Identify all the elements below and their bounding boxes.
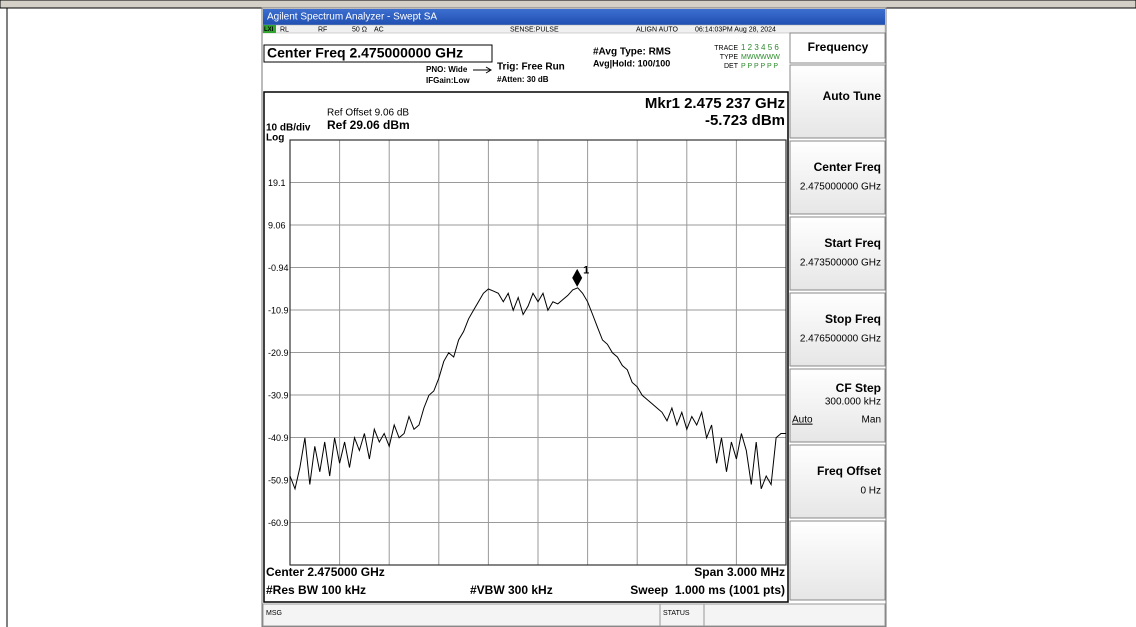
softkey-label: Auto Tune — [823, 89, 882, 103]
softkey-label: Stop Freq — [825, 312, 881, 326]
trace-nums: 1 2 3 4 5 6 — [741, 43, 779, 52]
softkey[interactable] — [789, 292, 886, 367]
type-vals: MWWWWW — [741, 54, 780, 61]
atten: #Atten: 30 dB — [497, 75, 549, 84]
align: ALIGN AUTO — [636, 26, 678, 33]
y-tick-label: -20.9 — [268, 348, 289, 358]
y-tick-label: -60.9 — [268, 518, 289, 528]
rf: RF — [318, 26, 327, 33]
softkey-label: Center Freq — [814, 160, 881, 174]
softkey-menu-title: Frequency — [808, 40, 869, 54]
status: STATUS — [663, 610, 690, 617]
softkey-value: 2.476500000 GHz — [800, 334, 881, 345]
softkey-label: Freq Offset — [817, 464, 881, 478]
y-tick-label: -10.9 — [268, 305, 289, 315]
sense: SENSE:PULSE — [510, 26, 559, 33]
impedance: 50 Ω — [352, 26, 367, 33]
marker-freq: Mkr1 2.475 237 GHz — [645, 95, 785, 112]
softkey-value: 0 Hz — [860, 486, 881, 497]
softkey-menu — [789, 32, 886, 64]
pno: PNO: Wide — [426, 65, 468, 74]
ifgain: IFGain:Low — [426, 76, 470, 85]
graticule: 19.1 9.06 -0.94 -10.9 -20.9 -30.9 -40.9 -50.9 -6… — [268, 139, 787, 566]
softkey-value: 300.000 kHz — [825, 397, 881, 408]
footer-span: Span 3.000 MHz — [694, 565, 785, 579]
top-bar — [0, 0, 1136, 9]
det-vals: P P P P P P — [741, 63, 778, 70]
msg: MSG — [266, 610, 282, 617]
softkey-value: 2.475000000 GHz — [800, 182, 881, 193]
scale: 10 dB/div — [266, 123, 311, 134]
y-tick-label: 9.06 — [268, 220, 286, 230]
softkey-value: 2.473500000 GHz — [800, 258, 881, 269]
title-bar — [263, 9, 885, 25]
center-freq-box — [263, 44, 493, 63]
footer-vbw: #VBW 300 kHz — [470, 583, 553, 597]
softkey[interactable] — [789, 216, 886, 291]
softkey[interactable] — [789, 444, 886, 519]
rl: RL — [280, 26, 289, 33]
footer-center: Center 2.475000 GHz — [266, 565, 385, 579]
softkeys: Auto Tune Center Freq 2.475000000 GHz Start… — [789, 64, 886, 601]
softkey[interactable] — [789, 140, 886, 215]
softkey-man: Man — [862, 415, 881, 426]
softkey[interactable] — [789, 64, 886, 139]
ref-offset: Ref Offset 9.06 dB — [327, 108, 409, 119]
det-label: DET — [724, 63, 739, 70]
scale-type: Log — [266, 133, 284, 144]
y-tick-label: -50.9 — [268, 475, 289, 485]
softkey-label: CF Step — [836, 381, 881, 395]
lxi-icon — [263, 25, 276, 33]
y-tick-label: 19.1 — [268, 178, 286, 188]
marker-level: -5.723 dBm — [705, 112, 785, 129]
ref-level: Ref 29.06 dBm — [327, 118, 410, 132]
footer-rbw: #Res BW 100 kHz — [266, 583, 366, 597]
y-tick-label: -30.9 — [268, 390, 289, 400]
lxi: LXI — [264, 27, 274, 33]
avg-hold: Avg|Hold: 100/100 — [593, 58, 670, 68]
softkey-auto: Auto — [792, 415, 813, 426]
softkey[interactable] — [789, 520, 886, 601]
pno-arrowhead — [485, 66, 492, 74]
y-tick-label: -0.94 — [268, 263, 289, 273]
softkey-label: Start Freq — [824, 236, 881, 250]
datetime: 06:14:03PM Aug 28, 2024 — [695, 26, 776, 33]
softkey[interactable] — [789, 368, 886, 443]
trace — [289, 287, 786, 491]
plot-frame — [263, 91, 789, 603]
y-tick-label: -40.9 — [268, 433, 289, 443]
status-bar — [262, 603, 886, 627]
coupling: AC — [374, 26, 384, 33]
marker — [572, 268, 583, 287]
type-label: TYPE — [720, 54, 739, 61]
marker-number: 1 — [583, 265, 589, 277]
trig: Trig: Free Run — [497, 62, 565, 73]
footer-sweep: Sweep 1.000 ms (1001 pts) — [630, 583, 785, 597]
graticule-border — [289, 139, 787, 566]
trace-label: TRACE — [714, 45, 738, 52]
center-freq: Center Freq 2.475000000 GHz — [267, 45, 463, 61]
window-title: Agilent Spectrum Analyzer - Swept SA — [267, 12, 437, 23]
avg-type: #Avg Type: RMS — [593, 47, 671, 58]
